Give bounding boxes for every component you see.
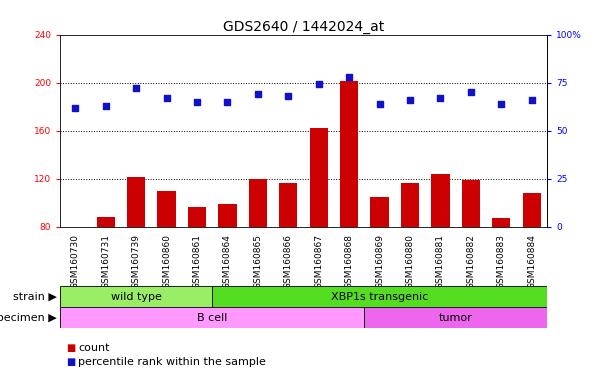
Bar xyxy=(127,177,145,227)
Point xyxy=(405,97,415,103)
Point xyxy=(375,101,385,107)
Bar xyxy=(522,193,541,227)
Bar xyxy=(432,174,450,227)
Text: strain ▶: strain ▶ xyxy=(13,291,57,302)
Point xyxy=(496,101,506,107)
Bar xyxy=(249,179,267,227)
Bar xyxy=(60,286,212,307)
Text: ■: ■ xyxy=(66,343,75,353)
Bar xyxy=(364,307,547,328)
Point xyxy=(222,99,232,105)
Text: XBP1s transgenic: XBP1s transgenic xyxy=(331,291,429,302)
Bar xyxy=(462,180,480,227)
Point xyxy=(70,104,80,111)
Bar xyxy=(188,207,206,227)
Point xyxy=(132,85,141,91)
Bar xyxy=(157,190,175,227)
Bar xyxy=(492,218,510,227)
Text: ■: ■ xyxy=(66,357,75,367)
Point xyxy=(253,91,263,97)
Point xyxy=(344,74,354,80)
Title: GDS2640 / 1442024_at: GDS2640 / 1442024_at xyxy=(223,20,384,33)
Bar xyxy=(97,217,115,227)
Text: B cell: B cell xyxy=(197,313,227,323)
Text: wild type: wild type xyxy=(111,291,162,302)
Point xyxy=(314,81,323,88)
Bar xyxy=(60,307,364,328)
Bar xyxy=(310,128,328,227)
Point xyxy=(162,95,171,101)
Point xyxy=(192,99,202,105)
Point xyxy=(101,103,111,109)
Point xyxy=(466,89,475,95)
Bar xyxy=(279,184,297,227)
Bar xyxy=(370,197,389,227)
Bar xyxy=(218,204,237,227)
Text: tumor: tumor xyxy=(439,313,472,323)
Bar xyxy=(212,286,547,307)
Bar xyxy=(401,184,419,227)
Text: percentile rank within the sample: percentile rank within the sample xyxy=(78,357,266,367)
Text: count: count xyxy=(78,343,109,353)
Point xyxy=(436,95,445,101)
Text: specimen ▶: specimen ▶ xyxy=(0,313,57,323)
Point xyxy=(527,97,537,103)
Bar xyxy=(340,81,358,227)
Point xyxy=(284,93,293,99)
